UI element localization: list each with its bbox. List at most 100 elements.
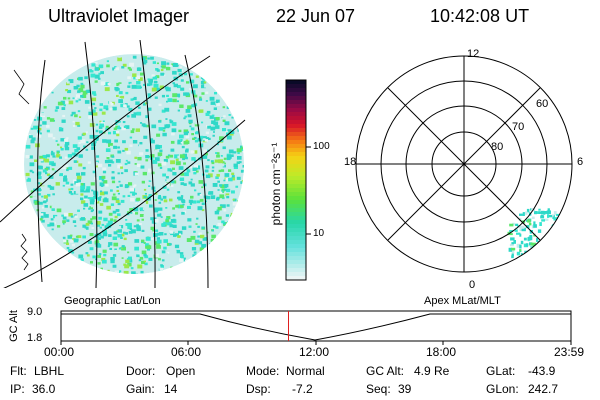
ip-value: 36.0	[32, 382, 56, 396]
colorbar-cell	[286, 148, 306, 153]
glon-label: GLon:	[486, 382, 519, 396]
colorbar-cell	[286, 268, 306, 273]
dsp-value: -7.2	[292, 382, 313, 396]
right-panel-caption: Apex MLat/MLT	[424, 295, 501, 307]
colorbar-cell	[286, 252, 306, 257]
mlt-label-18: 18	[344, 156, 357, 168]
time-tick-1200: 12:00	[299, 345, 330, 359]
colorbar-cell	[286, 128, 306, 133]
altitude-tick-9: 9.0	[27, 306, 43, 318]
colorbar-cell	[286, 120, 306, 125]
polar-plot	[355, 55, 573, 273]
seq-value: 39	[398, 382, 412, 396]
colorbar-cell	[286, 220, 306, 225]
glat-value: -43.9	[528, 364, 556, 378]
gain-label: Gain:	[126, 382, 155, 396]
colorbar-cell	[286, 88, 306, 93]
colorbar-cell	[286, 232, 306, 237]
altitude-curve	[61, 313, 571, 341]
date-label: 22 Jun 07	[276, 6, 356, 26]
glat-label: GLat:	[486, 364, 516, 378]
colorbar-cell	[286, 184, 306, 189]
colorbar-unit-label: photon cm⁻²s⁻¹	[269, 142, 283, 226]
colorbar-cell	[286, 224, 306, 229]
mlt-label-12: 12	[467, 48, 480, 60]
longitude-line	[184, 54, 209, 288]
door-value: Open	[166, 364, 196, 378]
mlt-label-6: 6	[577, 156, 584, 168]
colorbar-cell	[286, 264, 306, 269]
colorbar-cell	[286, 176, 306, 181]
latitude-line	[3, 119, 246, 288]
colorbar-cell	[286, 260, 306, 265]
colorbar	[285, 79, 311, 281]
filter-label: Flt:	[10, 364, 27, 378]
door-label: Door:	[126, 364, 156, 378]
colorbar-frame	[285, 79, 307, 281]
colorbar-cell	[286, 156, 306, 161]
colorbar-cell	[286, 132, 306, 137]
mode-label: Mode:	[246, 364, 280, 378]
mlt-label-0: 0	[469, 279, 476, 291]
coastline	[13, 69, 30, 271]
colorbar-cell	[286, 172, 306, 177]
colorbar-cell	[286, 168, 306, 173]
seq-label: Seq:	[366, 382, 391, 396]
lat-label-70: 70	[512, 121, 525, 133]
time-tick-0600: 06:00	[171, 345, 202, 359]
colorbar-cell	[286, 112, 306, 117]
app-title: Ultraviolet Imager	[48, 6, 190, 26]
geographic-grid	[0, 40, 246, 288]
colorbar-cell	[286, 188, 306, 193]
colorbar-cell	[286, 96, 306, 101]
colorbar-cell	[286, 204, 306, 209]
altitude-tick-1-8: 1.8	[27, 332, 43, 344]
colorbar-cell	[286, 216, 306, 221]
glon-value: 242.7	[528, 382, 559, 396]
dsp-label: Dsp:	[246, 382, 271, 396]
polar-diagonal	[387, 87, 541, 241]
colorbar-cell	[286, 140, 306, 145]
gcalt-value: 4.9 Re	[414, 364, 450, 378]
colorbar-cell	[286, 80, 306, 85]
colorbar-tick-label-100: 100	[313, 141, 330, 152]
latitude-line	[0, 55, 211, 223]
colorbar-cell	[286, 236, 306, 241]
colorbar-cell	[286, 180, 306, 185]
colorbar-cell	[286, 192, 306, 197]
left-panel-caption: Geographic Lat/Lon	[64, 295, 161, 307]
time-tick-0000: 00:00	[44, 345, 75, 359]
colorbar-cell	[286, 248, 306, 253]
colorbar-cell	[286, 164, 306, 169]
colorbar-cell	[286, 196, 306, 201]
filter-value: LBHL	[34, 364, 65, 378]
time-tick-1800: 18:00	[426, 345, 457, 359]
gain-value: 14	[164, 382, 178, 396]
colorbar-cell	[286, 116, 306, 121]
colorbar-cell	[286, 92, 306, 97]
colorbar-cell	[286, 208, 306, 213]
colorbar-cell	[286, 144, 306, 149]
longitude-line	[84, 41, 98, 288]
colorbar-cell	[286, 108, 306, 113]
longitude-line	[139, 40, 156, 288]
colorbar-cell	[286, 256, 306, 261]
lat-label-80: 80	[491, 141, 504, 153]
colorbar-cell	[286, 152, 306, 157]
uv-emission-disk	[24, 54, 244, 274]
colorbar-cell	[286, 104, 306, 109]
ip-label: IP:	[10, 382, 25, 396]
colorbar-cell	[286, 240, 306, 245]
colorbar-cell	[286, 100, 306, 105]
colorbar-tick-label-10: 10	[313, 228, 325, 239]
longitude-line	[37, 59, 46, 283]
gcalt-label: GC Alt:	[366, 364, 405, 378]
altitude-plot	[60, 310, 572, 345]
altitude-axis-title: GC Alt	[7, 310, 20, 342]
colorbar-cell	[286, 244, 306, 249]
colorbar-cell	[286, 136, 306, 141]
colorbar-cell	[286, 160, 306, 165]
uv-image-panel	[0, 40, 246, 288]
colorbar-cell	[286, 228, 306, 233]
colorbar-cell	[286, 200, 306, 205]
